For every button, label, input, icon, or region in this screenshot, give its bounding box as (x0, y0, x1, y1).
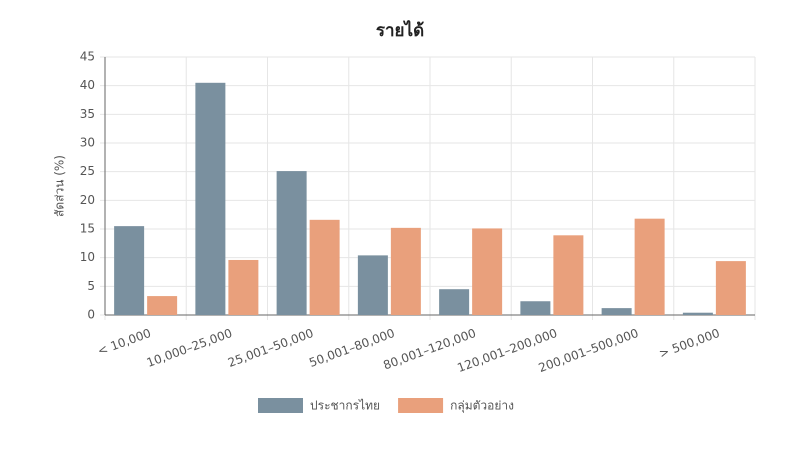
x-tick-label: 10,000–25,000 (145, 326, 234, 370)
bar (276, 171, 307, 315)
x-tick-label: < 10,000 (96, 326, 153, 358)
bar (520, 301, 551, 315)
chart-title: รายได้ (376, 20, 424, 41)
bar (439, 289, 470, 315)
y-tick-label: 20 (80, 193, 95, 207)
legend-label: กลุ่มตัวอย่าง (450, 399, 514, 414)
legend-label: ประชากรไทย (310, 399, 380, 413)
bar (357, 255, 388, 315)
y-axis-label: สัดส่วน (%) (53, 155, 67, 217)
y-tick-label: 40 (80, 78, 95, 92)
x-tick-label: > 500,000 (657, 326, 721, 361)
bar (195, 82, 226, 315)
bar (715, 261, 746, 315)
y-tick-label: 45 (80, 50, 95, 64)
bar (634, 218, 665, 315)
bar (390, 227, 421, 315)
y-tick-label: 0 (87, 308, 95, 322)
bar (682, 312, 713, 315)
bar (309, 219, 340, 315)
bar (228, 259, 259, 315)
y-tick-label: 10 (80, 250, 95, 264)
x-tick-label: 25,001–50,000 (226, 326, 315, 370)
legend-swatch (398, 398, 444, 413)
bar (147, 296, 178, 315)
bar (114, 226, 145, 315)
bar (553, 235, 584, 315)
y-tick-label: 25 (80, 164, 95, 178)
bar (472, 228, 503, 315)
y-tick-label: 15 (80, 222, 95, 236)
y-tick-label: 30 (80, 136, 95, 150)
bar (601, 308, 632, 315)
legend-swatch (258, 398, 303, 413)
y-tick-label: 5 (87, 279, 95, 293)
y-tick-label: 35 (80, 107, 95, 121)
